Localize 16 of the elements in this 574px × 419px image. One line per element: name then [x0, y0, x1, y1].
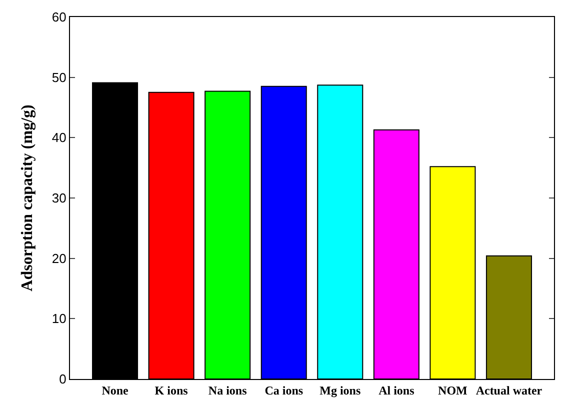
x-tick-label: None: [102, 383, 130, 398]
y-tick-label: 0: [59, 372, 66, 387]
y-tick-label: 10: [52, 311, 66, 326]
y-tick-label: 20: [52, 250, 66, 266]
x-tick-label: Actual water: [476, 383, 543, 398]
x-tick-label: NOM: [438, 383, 468, 398]
x-tick-label: Ca ions: [264, 383, 304, 398]
x-tick-label: Na ions: [208, 383, 248, 398]
x-tick-label: K ions: [154, 383, 188, 398]
y-axis-title: Adsorption capacity (mg/g): [18, 104, 36, 292]
y-tick-label: 50: [52, 70, 66, 85]
y-tick-label: 60: [52, 10, 66, 25]
x-tick-label: Al ions: [378, 383, 415, 398]
x-tick-label: Mg ions: [320, 383, 361, 398]
y-tick-label: 30: [52, 190, 66, 206]
y-tick-label: 40: [52, 130, 66, 146]
